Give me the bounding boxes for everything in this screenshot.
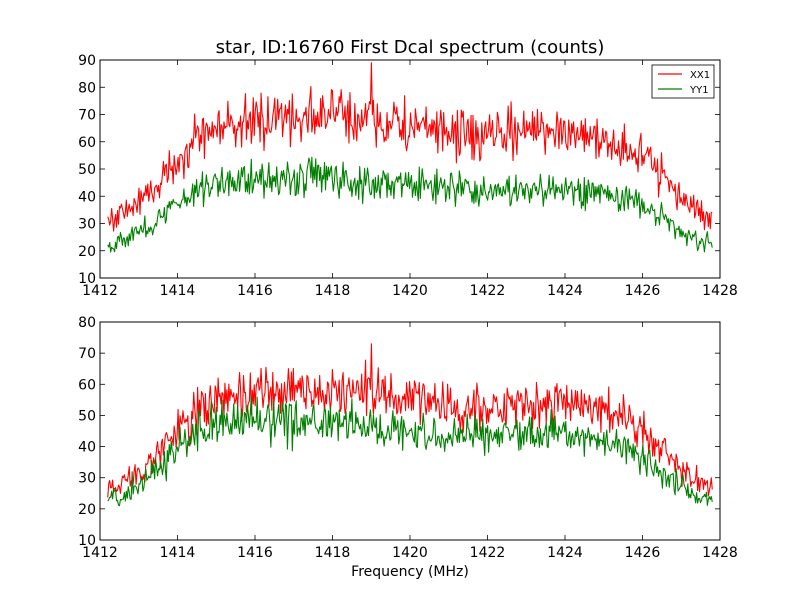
legend: XX1 YY1 <box>651 64 715 99</box>
legend-label-xx1: XX1 <box>690 70 710 81</box>
bottom-series <box>107 343 713 507</box>
x-tick-label: 1416 <box>237 545 273 561</box>
x-tick-label: 1422 <box>470 545 506 561</box>
x-tick-label: 1426 <box>625 283 661 299</box>
x-tick-label: 1424 <box>547 283 583 299</box>
x-tick-label: 1424 <box>547 545 583 561</box>
x-tick-label: 1418 <box>315 283 351 299</box>
y-tick-label: 70 <box>78 346 96 362</box>
top-axis-ticks: 1412 1414 1416 1418 1420 1422 1424 1426 1428 10 20… <box>78 53 738 299</box>
series-line-yy1 <box>107 396 713 507</box>
y-tick-label: 80 <box>78 80 96 96</box>
x-tick-label: 1412 <box>82 283 118 299</box>
x-axis-label: Frequency (MHz) <box>351 564 469 580</box>
y-tick-label: 60 <box>78 135 96 151</box>
x-tick-label: 1414 <box>160 545 196 561</box>
y-tick-label: 70 <box>78 108 96 124</box>
x-tick-label: 1428 <box>702 283 738 299</box>
top-series <box>107 62 713 253</box>
x-tick-label: 1422 <box>470 283 506 299</box>
x-tick-label: 1428 <box>702 545 738 561</box>
y-tick-label: 10 <box>78 271 96 287</box>
chart-title: star, ID:16760 First Dcal spectrum (coun… <box>216 37 605 58</box>
x-tick-label: 1418 <box>315 545 351 561</box>
x-tick-label: 1426 <box>625 545 661 561</box>
y-tick-label: 10 <box>78 533 96 549</box>
x-tick-label: 1420 <box>392 283 428 299</box>
y-tick-label: 50 <box>78 408 96 424</box>
y-tick-label: 80 <box>78 315 96 331</box>
x-tick-label: 1416 <box>237 283 273 299</box>
bottom-axis-ticks: 1412 1414 1416 1418 1420 1422 1424 1426 1428 10 20… <box>78 315 738 561</box>
y-tick-label: 50 <box>78 162 96 178</box>
y-tick-label: 90 <box>78 53 96 69</box>
y-tick-label: 60 <box>78 377 96 393</box>
y-tick-label: 20 <box>78 244 96 260</box>
y-tick-label: 30 <box>78 471 96 487</box>
y-tick-label: 40 <box>78 189 96 205</box>
x-tick-label: 1420 <box>392 545 428 561</box>
y-tick-label: 40 <box>78 440 96 456</box>
top-panel: 1412 1414 1416 1418 1420 1422 1424 1426 1428 10 20… <box>78 53 738 299</box>
series-line-yy1 <box>107 156 713 253</box>
bottom-panel: 1412 1414 1416 1418 1420 1422 1424 1426 1428 10 20… <box>78 315 738 561</box>
x-tick-label: 1414 <box>160 283 196 299</box>
legend-box <box>651 64 715 99</box>
series-line-xx1 <box>107 343 713 498</box>
series-line-xx1 <box>107 62 713 232</box>
y-tick-label: 20 <box>78 502 96 518</box>
top-plot-frame <box>99 59 721 279</box>
legend-label-yy1: YY1 <box>689 85 709 96</box>
x-tick-label: 1412 <box>82 545 118 561</box>
y-tick-label: 30 <box>78 217 96 233</box>
